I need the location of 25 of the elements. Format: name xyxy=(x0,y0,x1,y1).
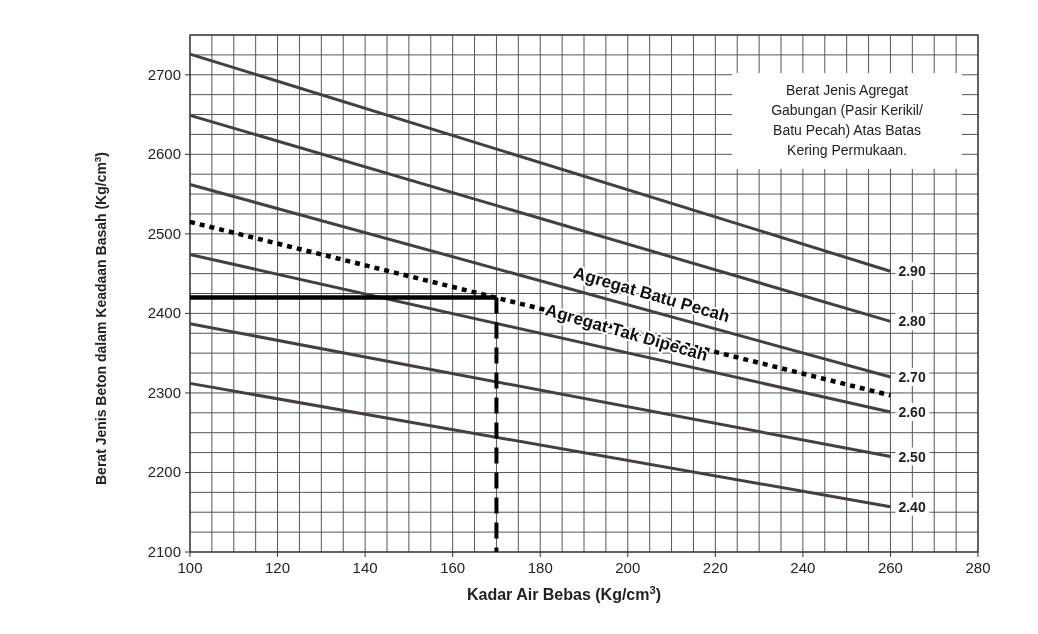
x-axis-title: Kadar Air Bebas (Kg/cm$^{3}$) xyxy=(466,584,662,603)
series-label: 2.80 xyxy=(898,313,926,330)
x-tick-label: 180 xyxy=(527,559,553,576)
series-label: 2.50 xyxy=(898,448,926,465)
x-tick-label: 240 xyxy=(790,559,816,576)
series-label: 2.70 xyxy=(898,369,926,386)
y-tick-label: 2600 xyxy=(147,145,181,163)
series-label: 2.60 xyxy=(898,404,926,421)
y-tick-label: 2300 xyxy=(147,383,181,401)
x-tick-label: 220 xyxy=(702,559,728,576)
series-label: 2.90 xyxy=(898,263,926,280)
x-tick-label: 140 xyxy=(352,559,378,576)
x-tick-label: 160 xyxy=(440,559,466,576)
y-tick-label: 2200 xyxy=(147,463,181,481)
y-tick-label: 2400 xyxy=(147,304,181,322)
x-tick-label: 120 xyxy=(265,559,291,576)
x-tick-label: 100 xyxy=(177,559,203,576)
x-tick-label: 280 xyxy=(965,559,991,576)
x-tick-label: 260 xyxy=(877,559,903,576)
y-tick-label: 2100 xyxy=(147,543,181,560)
y-tick-label: 2700 xyxy=(147,65,181,83)
series-label: 2.40 xyxy=(898,498,926,515)
annotation: Berat Jenis Agregat Gabungan (Pasir Kerikil/ Batu Pecah) Atas Batas Kering Permukaan. xyxy=(771,82,923,158)
y-tick-label: 2500 xyxy=(147,224,181,242)
x-tick-label: 200 xyxy=(615,559,641,576)
